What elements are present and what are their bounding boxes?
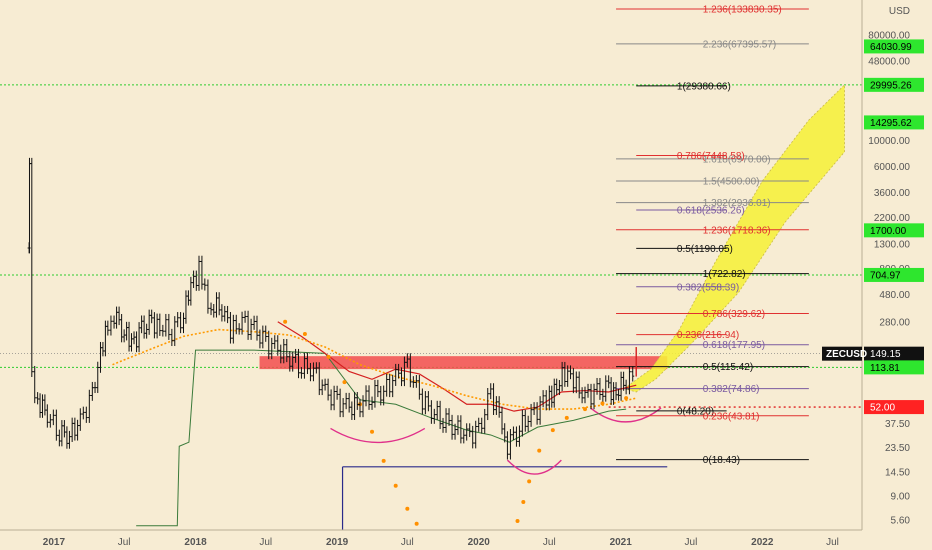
price-tag	[864, 115, 924, 130]
x-tick-label: 2017	[43, 537, 66, 548]
fib-label: 2.236(67395.57)	[703, 39, 776, 50]
y-tick-label: 10000.00	[868, 136, 910, 147]
fib-label: 1.382(2936.01)	[703, 198, 771, 209]
price-tag-label: 113.81	[870, 363, 900, 374]
y-tick-label: 1300.00	[874, 239, 911, 250]
fib-levels: 1.236(133830.35) 2.236(67395.57) 1(29380.6…	[616, 5, 809, 466]
fib-label: 0(18.43)	[703, 455, 740, 466]
x-tick-label: Jul	[685, 537, 698, 548]
price-tag	[864, 267, 924, 282]
orange-dot	[393, 483, 398, 488]
x-tick-label: 2022	[751, 537, 774, 548]
price-tag-label: 29995.26	[870, 80, 912, 91]
price-tag-label: 14295.62	[870, 118, 912, 129]
orange-dot	[600, 401, 605, 406]
orange-dot	[583, 407, 588, 412]
y-axis[interactable]: 80000.00 48000.00 10000.00 6000.00 3600.00 22…	[861, 0, 911, 530]
price-tag-label: 52.00	[870, 403, 895, 414]
fib-label: 0.786(7448.58)	[677, 151, 745, 162]
y-tick-label: 9.00	[891, 491, 911, 502]
symbol-tag	[822, 346, 862, 361]
trendlines	[341, 406, 862, 530]
cycle-arc	[590, 407, 662, 423]
fib-label: 1.618(6970.00)	[703, 154, 771, 165]
orange-dot	[370, 429, 375, 434]
price-tags: 64030.99 29995.26 14295.62 1700.00 704.97 149…	[822, 39, 924, 415]
orange-dot	[405, 506, 410, 511]
fib-label: 0.236(216.94)	[677, 330, 739, 341]
fib-label: 1(29380.66)	[677, 81, 731, 92]
cycle-arc	[506, 459, 562, 475]
x-tick-label: 2019	[326, 537, 349, 548]
fib-label: 0.236(43.81)	[703, 411, 760, 422]
y-tick-label: 480.00	[879, 290, 910, 301]
y-tick-label: 48000.00	[868, 57, 910, 68]
fib-label: 0.786(329.62)	[703, 309, 765, 320]
orange-dot	[342, 380, 347, 385]
green-series	[136, 349, 627, 527]
price-tag	[864, 400, 924, 415]
y-tick-label: 14.50	[885, 467, 910, 478]
orange-dot	[302, 331, 307, 336]
fib-label: 1(722.82)	[703, 269, 746, 280]
orange-dot	[414, 521, 419, 526]
orange-dot	[550, 428, 555, 433]
price-tag-label: 149.15	[870, 349, 901, 360]
orange-dot	[564, 415, 569, 420]
y-tick-label: 2200.00	[874, 213, 911, 224]
price-tag-label: 704.97	[870, 270, 901, 281]
fib-label: 0.382(558.39)	[677, 282, 739, 293]
y-tick-label: 23.50	[885, 443, 910, 454]
x-tick-label: Jul	[259, 537, 272, 548]
y-tick-label: 5.60	[891, 516, 911, 527]
orange-dot	[381, 458, 386, 463]
price-tag	[864, 39, 924, 54]
price-tag	[864, 346, 924, 361]
x-tick-label: Jul	[118, 537, 131, 548]
fib-label: 0(48.20)	[677, 406, 714, 417]
orange-dot	[537, 448, 542, 453]
y-tick-label: 37.50	[885, 419, 910, 430]
orange-dot	[521, 499, 526, 504]
fib-label: 0.5(115.42)	[703, 362, 753, 373]
y-tick-label: 6000.00	[874, 162, 911, 173]
price-bars	[27, 157, 637, 460]
symbol-tag-label: ZECUSD	[826, 349, 867, 360]
orange-dot	[624, 396, 629, 401]
resistance-zone	[259, 356, 668, 370]
x-axis: 2017 Jul 2018 Jul 2019 Jul 2020 Jul 2021 Jul 2022 J…	[0, 529, 862, 548]
fib-label: 1.236(1718.36)	[703, 225, 771, 236]
projection-zone	[623, 83, 845, 393]
x-tick-label: Jul	[401, 537, 414, 548]
fib-label: 0.618(2536.26)	[677, 206, 745, 217]
price-tag	[864, 223, 924, 238]
orange-dot	[527, 479, 532, 484]
cycle-arc	[330, 427, 426, 444]
fib-label: 0.382(74.86)	[703, 384, 760, 395]
orange-dot	[283, 319, 288, 324]
y-tick-label: 280.00	[879, 317, 910, 328]
orange-dot	[326, 354, 331, 359]
fib-label: 1.5(4500.00)	[703, 176, 760, 187]
orange-moving-average	[112, 328, 637, 410]
fib-label: 0.5(1190.05)	[677, 244, 733, 255]
price-tag-label: 1700.00	[870, 226, 907, 237]
price-tag	[864, 360, 924, 375]
price-tag-label: 64030.99	[870, 42, 912, 53]
x-tick-label: Jul	[543, 537, 556, 548]
orange-dot	[515, 518, 520, 523]
x-tick-label: 2021	[610, 537, 633, 548]
x-tick-label: 2020	[468, 537, 491, 548]
x-tick-label: 2018	[184, 537, 207, 548]
x-tick-label: Jul	[826, 537, 839, 548]
y-tick-label: 80000.00	[868, 31, 910, 42]
fib-label: 0.618(177.95)	[703, 340, 765, 351]
fib-label: 1.236(133830.35)	[703, 5, 782, 16]
y-tick-label: 3600.00	[874, 188, 911, 199]
price-tag	[864, 77, 924, 92]
currency-label: USD	[889, 6, 910, 17]
